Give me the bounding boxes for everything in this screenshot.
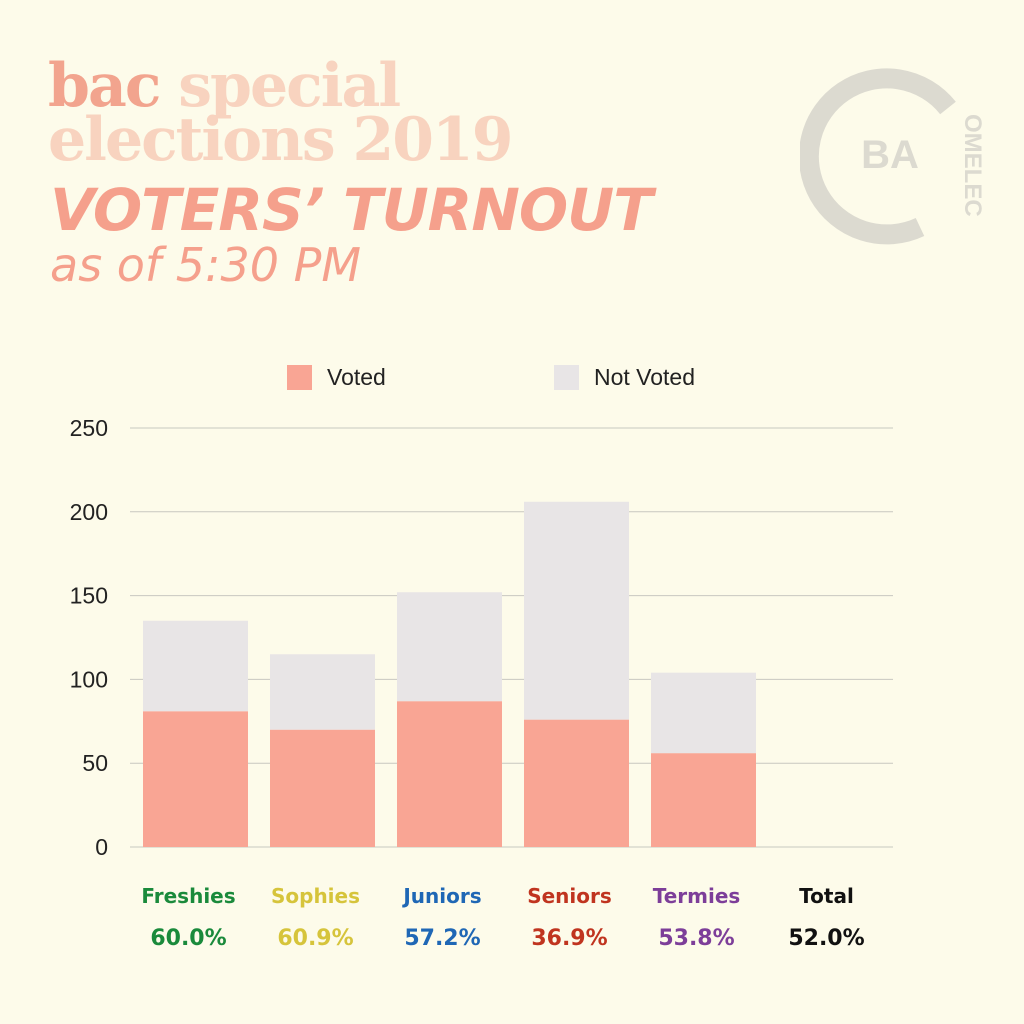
bar-not-voted: [397, 592, 502, 702]
category-label: Seniors: [527, 884, 612, 908]
turnout-percent: 60.0%: [150, 926, 226, 951]
category-label: Termies: [653, 884, 741, 908]
category-label: Freshies: [141, 884, 235, 908]
category-label: Sophies: [271, 884, 360, 908]
bar-voted: [397, 701, 502, 847]
turnout-percent: 52.0%: [788, 926, 864, 951]
legend-swatch: [287, 365, 312, 390]
bar-voted: [143, 711, 248, 847]
comelec-logo: BA OMELEC: [800, 68, 986, 245]
y-tick-label: 50: [82, 750, 108, 776]
category-label: Juniors: [401, 884, 481, 908]
turnout-percent: 36.9%: [531, 926, 607, 951]
bar-voted: [270, 729, 375, 847]
bar-voted: [524, 719, 629, 847]
y-tick-label: 250: [70, 415, 108, 441]
turnout-percent: 53.8%: [658, 926, 734, 951]
y-tick-label: 150: [70, 583, 108, 609]
legend-label: Voted: [327, 364, 386, 390]
title-special: special: [178, 51, 401, 121]
title-line-1: bac special: [48, 56, 401, 116]
bar-not-voted: [651, 672, 756, 754]
bar-not-voted: [524, 501, 629, 720]
bar-not-voted: [270, 654, 375, 730]
logo-arc-text: OMELEC: [959, 114, 986, 217]
turnout-percent: 57.2%: [404, 926, 480, 951]
bar-not-voted: [143, 620, 248, 712]
title-bac: bac: [48, 51, 161, 121]
title-line-2: elections 2019: [48, 105, 513, 175]
turnout-percent: 60.9%: [277, 926, 353, 951]
legend-label: Not Voted: [594, 364, 695, 390]
y-tick-label: 200: [70, 499, 108, 525]
bar-voted: [651, 753, 756, 847]
timestamp-label: as of 5:30 PM: [50, 238, 362, 292]
logo-arc: [800, 68, 956, 245]
page-subtitle: VOTERS’ TURNOUT: [50, 176, 653, 244]
legend-swatch: [554, 365, 579, 390]
y-tick-label: 100: [70, 666, 108, 692]
logo-arc-label: OMELEC: [959, 114, 986, 217]
logo-initials: BA: [861, 133, 919, 177]
y-tick-label: 0: [95, 834, 108, 860]
category-label: Total: [799, 884, 854, 908]
